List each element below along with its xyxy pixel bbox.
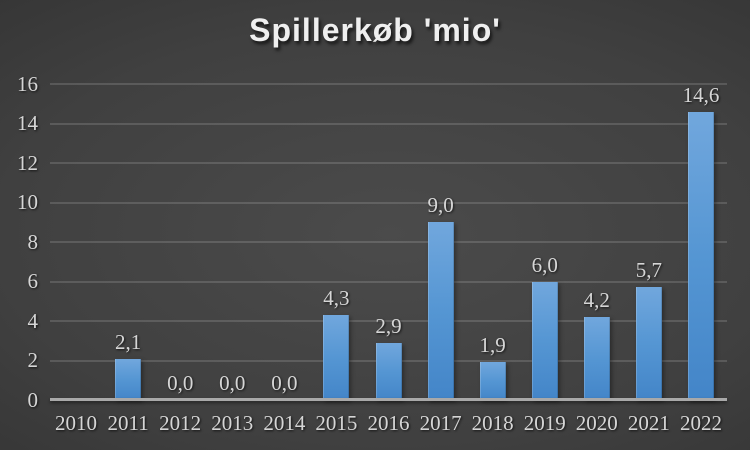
bar bbox=[687, 111, 714, 400]
bar-value-label: 4,2 bbox=[583, 288, 610, 313]
x-tick-label: 2010 bbox=[55, 411, 98, 435]
gridline bbox=[50, 201, 727, 204]
bar bbox=[375, 342, 402, 400]
y-tick-label: 6 bbox=[27, 269, 39, 293]
x-tick-label: 2018 bbox=[471, 411, 514, 435]
gridline bbox=[50, 162, 727, 164]
gridline bbox=[50, 280, 727, 283]
x-tick-label: 2020 bbox=[575, 411, 618, 435]
bar-value-label: 2,1 bbox=[114, 329, 142, 354]
y-tick-label: 14 bbox=[17, 111, 38, 135]
bar bbox=[115, 358, 142, 400]
x-tick-label: 2016 bbox=[367, 411, 410, 435]
x-tick-label: 2017 bbox=[419, 411, 462, 435]
gridline bbox=[50, 122, 727, 125]
gridline bbox=[50, 320, 727, 322]
bar-value-label: 2,9 bbox=[375, 313, 402, 338]
y-tick-label: 12 bbox=[17, 150, 38, 175]
bar-value-label: 6,0 bbox=[531, 252, 558, 277]
bar-value-label: 9,0 bbox=[427, 193, 454, 218]
bar-value-label: 0,0 bbox=[167, 371, 194, 395]
y-tick-label: 2 bbox=[27, 348, 39, 372]
x-tick-label: 2014 bbox=[263, 411, 306, 435]
bar bbox=[427, 222, 454, 400]
chart-title: Spillerkøb 'mio' bbox=[249, 12, 501, 48]
gridline bbox=[50, 83, 727, 85]
bar bbox=[479, 362, 506, 400]
x-tick-label: 2019 bbox=[523, 411, 566, 435]
bar-value-label: 0,0 bbox=[271, 371, 298, 395]
bar-value-label: 1,9 bbox=[479, 333, 506, 358]
y-tick-label: 16 bbox=[17, 71, 38, 96]
y-tick-label: 0 bbox=[27, 387, 39, 412]
bar bbox=[583, 317, 610, 400]
bar-value-label: 0,0 bbox=[219, 371, 246, 395]
x-tick-label: 2013 bbox=[211, 411, 254, 435]
bar bbox=[323, 315, 350, 400]
x-tick-label: 2011 bbox=[107, 411, 149, 435]
bar-value-label: 4,3 bbox=[323, 286, 350, 311]
bar bbox=[635, 287, 662, 400]
y-tick-label: 10 bbox=[17, 190, 38, 214]
bar-value-label: 5,7 bbox=[635, 258, 662, 283]
y-tick-label: 8 bbox=[27, 229, 39, 254]
x-tick-label: 2012 bbox=[159, 411, 202, 435]
y-tick-label: 4 bbox=[27, 308, 39, 333]
x-tick-label: 2021 bbox=[627, 411, 670, 435]
bar bbox=[531, 281, 558, 400]
gridline bbox=[50, 241, 727, 243]
bar-value-label: 14,6 bbox=[682, 82, 720, 107]
x-axis-line bbox=[50, 398, 727, 401]
x-tick-label: 2022 bbox=[679, 411, 722, 435]
x-tick-label: 2015 bbox=[315, 411, 358, 435]
